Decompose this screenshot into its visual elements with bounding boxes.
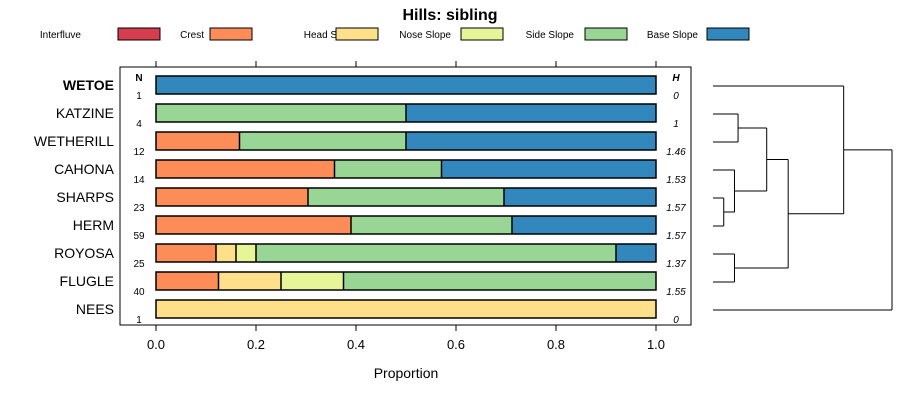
h-value: 0 xyxy=(673,315,679,326)
bar-segment xyxy=(406,132,656,150)
bar-outline xyxy=(155,215,657,235)
h-value: 1.57 xyxy=(666,231,686,242)
bar-segment xyxy=(334,160,442,178)
n-value: 12 xyxy=(133,147,145,158)
bar-outline xyxy=(155,271,657,291)
bar-segment xyxy=(156,244,216,262)
x-tick-label: 1.0 xyxy=(647,337,665,352)
chart-title: Hills: sibling xyxy=(402,7,497,24)
legend-swatch xyxy=(460,27,504,41)
x-axis-label: Proportion xyxy=(374,365,439,381)
category-label: WETOE xyxy=(63,77,114,93)
legend-swatch xyxy=(706,27,750,41)
x-tick-label: 0.8 xyxy=(547,337,565,352)
n-value: 25 xyxy=(133,259,145,270)
bar-segment xyxy=(308,188,504,206)
bar-segment xyxy=(239,132,406,150)
bar-outline xyxy=(155,103,657,123)
legend: Interfluve Crest Head Slope Nose Slope Side … xyxy=(40,27,750,41)
category-label: WETHERILL xyxy=(34,133,114,149)
bar-outline xyxy=(155,299,657,319)
bar-segment xyxy=(156,188,308,206)
x-tick-label: 0.2 xyxy=(247,337,265,352)
n-value: 1 xyxy=(136,91,142,102)
legend-swatch xyxy=(117,27,161,41)
n-value: 59 xyxy=(133,231,145,242)
n-value: 40 xyxy=(133,287,145,298)
h-value: 1.53 xyxy=(666,175,686,186)
h-value: 1.37 xyxy=(666,259,686,270)
bar-segment xyxy=(216,244,236,262)
plot-frame xyxy=(119,66,692,326)
legend-label: Head Slope xyxy=(304,30,357,41)
h-value: 1.55 xyxy=(666,287,686,298)
h-value: 1 xyxy=(673,119,679,130)
category-label: ROYOSA xyxy=(54,245,115,261)
bar-segment xyxy=(156,216,351,234)
x-tick-label: 0.0 xyxy=(147,337,165,352)
bar-outline xyxy=(155,159,657,179)
n-header: N xyxy=(135,73,142,84)
bar-segment xyxy=(156,104,406,122)
plot-area: 0.0 0.2 0.4 0.6 0.8 1.0 N H WETOE 1 0 KATZINE 4 1 WETH… xyxy=(34,61,692,352)
n-value: 1 xyxy=(136,315,142,326)
bar-segment xyxy=(156,132,240,150)
category-label: NEES xyxy=(76,301,114,317)
category-label: SHARPS xyxy=(56,189,114,205)
bar-outline xyxy=(155,75,657,95)
bar-segment xyxy=(218,272,281,290)
bar-outline xyxy=(155,131,657,151)
legend-label: Crest xyxy=(180,30,204,41)
h-header: H xyxy=(672,73,680,84)
legend-swatch xyxy=(209,27,253,41)
category-label: HERM xyxy=(73,217,114,233)
bar-segment xyxy=(281,272,344,290)
legend-swatch xyxy=(335,27,379,41)
bar-outline xyxy=(155,243,657,263)
n-value: 14 xyxy=(133,175,145,186)
bar-segment xyxy=(406,104,656,122)
bar-segment xyxy=(156,300,656,318)
bar-segment xyxy=(343,272,656,290)
bar-segment xyxy=(156,76,656,94)
category-label: FLUGLE xyxy=(60,273,114,289)
category-label: KATZINE xyxy=(56,105,114,121)
n-value: 23 xyxy=(133,203,145,214)
x-tick-label: 0.6 xyxy=(447,337,465,352)
legend-label: Interfluve xyxy=(40,30,82,41)
bar-segment xyxy=(441,160,656,178)
category-label: CAHONA xyxy=(54,161,115,177)
bar-segment xyxy=(504,188,656,206)
bar-segment xyxy=(616,244,656,262)
legend-label: Nose Slope xyxy=(399,30,451,41)
h-value: 1.57 xyxy=(666,203,686,214)
x-tick-label: 0.4 xyxy=(347,337,365,352)
legend-label: Side Slope xyxy=(526,30,575,41)
h-value: 0 xyxy=(673,91,679,102)
bar-outline xyxy=(155,187,657,207)
legend-swatch xyxy=(584,27,628,41)
bar-segment xyxy=(156,160,335,178)
n-value: 4 xyxy=(136,119,142,130)
dendrogram xyxy=(713,85,893,311)
legend-label: Base Slope xyxy=(647,30,699,41)
bar-segment xyxy=(351,216,512,234)
bar-segment xyxy=(156,272,219,290)
h-value: 1.46 xyxy=(666,147,686,158)
bar-segment xyxy=(512,216,656,234)
bar-segment xyxy=(256,244,616,262)
bar-segment xyxy=(236,244,256,262)
